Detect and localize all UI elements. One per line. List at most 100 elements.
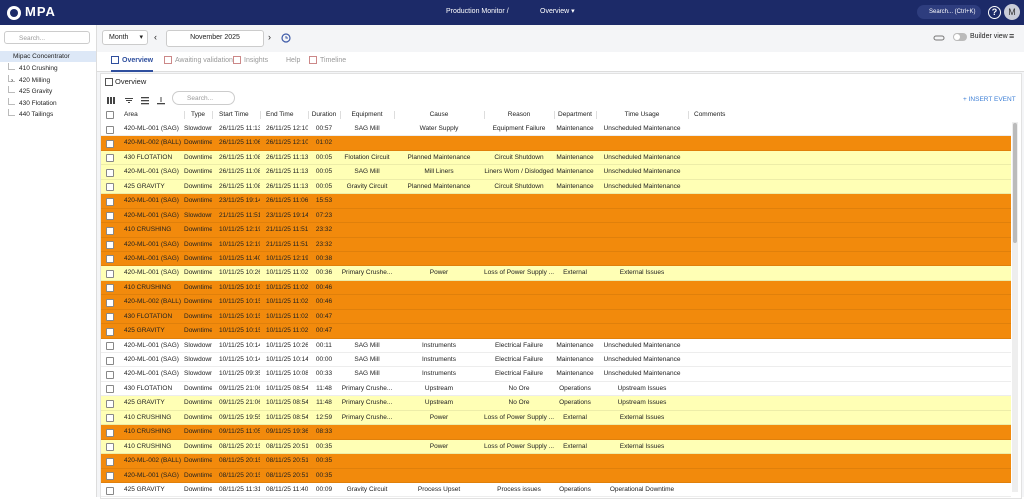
checkbox[interactable] bbox=[106, 356, 114, 365]
table-row[interactable]: 420-ML-002 (BALL) Downtime 08/11/25 20:15 0… bbox=[101, 454, 1011, 469]
column-header[interactable]: Time Usage bbox=[624, 111, 660, 118]
scrollbar[interactable] bbox=[1012, 122, 1018, 492]
table-row[interactable]: 425 GRAVITY Downtime 26/11/25 11:08 26/11/2… bbox=[101, 179, 1011, 195]
checkbox[interactable] bbox=[106, 197, 114, 206]
table-row[interactable]: 420-ML-001 (SAG) Downtime 26/11/25 11:08 26… bbox=[101, 165, 1011, 180]
table-row[interactable]: 420-ML-001 (SAG) Downtime 10/11/25 11:40 10… bbox=[101, 251, 1011, 267]
checkbox[interactable] bbox=[106, 313, 114, 322]
column-header[interactable]: Start Time bbox=[219, 111, 249, 118]
checkbox[interactable] bbox=[106, 443, 114, 452]
table-cell: 09/11/25 19:55 bbox=[219, 413, 260, 421]
table-row[interactable]: 420-ML-001 (SAG) Downtime 10/11/25 10:26 10… bbox=[101, 266, 1011, 281]
column-header[interactable]: Duration bbox=[311, 111, 337, 118]
table-cell: 420-ML-001 (SAG) bbox=[124, 197, 179, 205]
checkbox[interactable] bbox=[106, 269, 114, 278]
table-row[interactable]: 410 CRUSHING Downtime 09/11/25 19:55 10/11/… bbox=[101, 410, 1011, 426]
tree-root[interactable]: Mipac Concentrator bbox=[0, 51, 96, 62]
table-row[interactable]: 430 FLOTATION Downtime 26/11/25 11:08 26/11… bbox=[101, 150, 1011, 166]
checkbox[interactable] bbox=[106, 385, 114, 394]
checkbox[interactable] bbox=[106, 399, 114, 408]
table-row[interactable]: 420-ML-002 (BALL) Downtime 26/11/25 11:06 2… bbox=[101, 136, 1011, 151]
table-row[interactable]: 420-ML-002 (BALL) Downtime 10/11/25 10:15 1… bbox=[101, 295, 1011, 310]
table-row[interactable]: 425 GRAVITY Downtime 09/11/25 21:06 10/11/2… bbox=[101, 396, 1011, 411]
table-row[interactable]: 430 FLOTATION Downtime 09/11/25 21:06 10/11… bbox=[101, 381, 1011, 397]
checkbox[interactable] bbox=[106, 212, 114, 221]
checkbox[interactable] bbox=[106, 241, 114, 250]
table-search[interactable]: Search... bbox=[172, 91, 235, 105]
table-cell: Downtime bbox=[184, 298, 212, 306]
date-picker[interactable]: November 2025 bbox=[166, 30, 264, 47]
table-cell: 410 CRUSHING bbox=[124, 283, 172, 291]
table-tools[interactable] bbox=[107, 96, 173, 106]
table-row[interactable]: 420-ML-001 (SAG) Slowdown 10/11/25 09:35 10… bbox=[101, 367, 1011, 382]
table-cell: Process Upset bbox=[417, 486, 461, 493]
column-header[interactable]: Area bbox=[124, 111, 138, 118]
column-header[interactable]: Cause bbox=[429, 111, 449, 118]
checkbox[interactable] bbox=[106, 168, 114, 177]
column-header[interactable]: Department bbox=[558, 111, 592, 118]
checkbox[interactable] bbox=[106, 327, 114, 336]
insert-event-button[interactable]: + INSERT EVENT bbox=[963, 96, 1016, 103]
table-row[interactable]: 420-ML-001 (SAG) Slowdown 26/11/25 11:13 26… bbox=[101, 122, 1011, 137]
checkbox[interactable] bbox=[106, 154, 114, 163]
table-row[interactable]: 410 CRUSHING Downtime 08/11/25 20:15 08/11/… bbox=[101, 439, 1011, 455]
checkbox[interactable] bbox=[106, 298, 114, 307]
table-row[interactable]: 420-ML-001 (SAG) Slowdown 10/11/25 10:14 10… bbox=[101, 353, 1011, 368]
avatar[interactable]: M bbox=[1004, 4, 1020, 20]
table-row[interactable]: 410 CRUSHING Downtime 09/11/25 11:05 09/11/… bbox=[101, 425, 1011, 440]
link-icon[interactable] bbox=[933, 34, 945, 42]
table-row[interactable]: 420-ML-001 (SAG) Downtime 10/11/25 12:19 21… bbox=[101, 237, 1011, 252]
table-row[interactable]: 425 GRAVITY Downtime 10/11/25 10:15 10/11/2… bbox=[101, 324, 1011, 339]
column-header[interactable]: Reason bbox=[507, 111, 531, 118]
checkbox[interactable] bbox=[106, 139, 114, 148]
tree-item[interactable]: 425 Gravity bbox=[19, 88, 53, 95]
table-row[interactable]: 420-ML-001 (SAG) Downtime 08/11/25 20:15 08… bbox=[101, 468, 1011, 483]
menu-button[interactable]: ≡ bbox=[1009, 31, 1015, 41]
period-select[interactable]: Month ▾ bbox=[102, 30, 148, 45]
column-header[interactable]: Equipment bbox=[351, 111, 383, 118]
checkbox[interactable] bbox=[106, 472, 114, 481]
checkbox[interactable] bbox=[106, 183, 114, 192]
tab[interactable]: Insights bbox=[233, 52, 268, 70]
table-row[interactable]: 420-ML-001 (SAG) Downtime 23/11/25 19:14 26… bbox=[101, 194, 1011, 209]
checkbox[interactable] bbox=[106, 111, 114, 119]
table-row[interactable]: 420-ML-001 (SAG) Slowdown 21/11/25 11:51 23… bbox=[101, 208, 1011, 224]
next-button[interactable]: › bbox=[268, 32, 271, 42]
column-header[interactable]: End Time bbox=[266, 111, 294, 118]
table-row[interactable]: 420-ML-001 (SAG) Slowdown 10/11/25 10:14 10… bbox=[101, 338, 1011, 354]
tree-item[interactable]: 420 Milling bbox=[19, 76, 51, 84]
table-row[interactable]: 430 FLOTATION Downtime 10/11/25 10:15 10/11… bbox=[101, 309, 1011, 325]
checkbox[interactable] bbox=[106, 370, 114, 379]
table-row[interactable]: 410 CRUSHING Downtime 10/11/25 10:15 10/11/… bbox=[101, 280, 1011, 296]
tree-item[interactable]: 430 Flotation bbox=[19, 99, 57, 107]
checkbox[interactable] bbox=[106, 428, 114, 437]
builder-toggle[interactable] bbox=[953, 33, 967, 41]
table-row[interactable]: 425 GRAVITY Downtime 08/11/25 11:31 08/11/2… bbox=[101, 483, 1011, 498]
tab[interactable]: Help bbox=[279, 52, 300, 70]
checkbox[interactable] bbox=[106, 414, 114, 423]
sidebar-search[interactable]: Search... bbox=[4, 31, 90, 44]
tab[interactable]: Overview bbox=[111, 52, 154, 72]
table-row[interactable]: 410 CRUSHING Downtime 10/11/25 12:19 21/11/… bbox=[101, 223, 1011, 238]
global-search[interactable]: Search... (Ctrl+K) bbox=[917, 5, 981, 19]
prev-button[interactable]: ‹ bbox=[154, 32, 157, 42]
checkbox[interactable] bbox=[106, 457, 114, 466]
column-divider bbox=[596, 111, 597, 119]
tree-item[interactable]: 440 Tailings bbox=[19, 111, 54, 118]
dashboard-select[interactable]: Overview ▾ bbox=[540, 8, 575, 15]
checkbox[interactable] bbox=[106, 284, 114, 293]
checkbox[interactable] bbox=[106, 486, 114, 495]
checkbox[interactable] bbox=[106, 125, 114, 134]
column-header[interactable]: Type bbox=[190, 111, 206, 118]
checkbox[interactable] bbox=[106, 342, 114, 351]
column-header[interactable]: Comments bbox=[694, 111, 726, 118]
tab[interactable]: Timeline bbox=[309, 52, 346, 70]
help-button[interactable]: ? bbox=[988, 6, 1001, 19]
checkbox[interactable] bbox=[106, 226, 114, 235]
checkbox[interactable] bbox=[106, 255, 114, 264]
tab[interactable]: Awaiting validation bbox=[164, 52, 233, 70]
tree-expander: › bbox=[11, 76, 14, 84]
breadcrumb[interactable]: Production Monitor / bbox=[446, 8, 509, 15]
tree-item[interactable]: 410 Crushing bbox=[19, 65, 58, 72]
clock-icon[interactable] bbox=[281, 33, 291, 43]
